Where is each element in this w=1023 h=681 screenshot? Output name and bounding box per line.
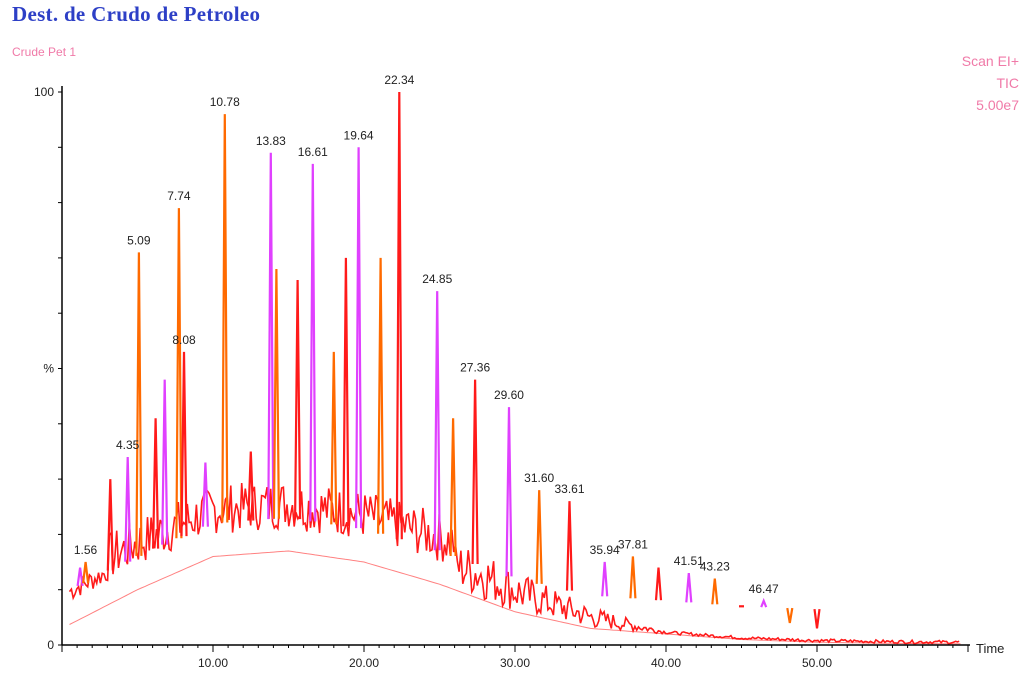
peak xyxy=(82,561,90,584)
chart-title: Dest. de Crudo de Petroleo xyxy=(12,2,261,26)
scan-info: Scan EI+ TIC 5.00e7 xyxy=(962,50,1019,116)
peak-label: 22.34 xyxy=(384,73,414,87)
peak-label: 46.47 xyxy=(749,582,779,596)
peak xyxy=(449,418,457,557)
y-tick-label: 100 xyxy=(34,85,54,99)
trace-type: TIC xyxy=(996,75,1019,91)
peak xyxy=(175,208,183,539)
x-tick-label: 50.00 xyxy=(802,656,832,670)
peak xyxy=(124,456,132,562)
peak xyxy=(565,501,574,591)
peak xyxy=(760,597,768,608)
peak xyxy=(601,561,609,597)
peak xyxy=(247,451,255,521)
peak xyxy=(395,91,403,540)
peak xyxy=(654,567,663,601)
peak xyxy=(272,268,280,519)
peak xyxy=(267,152,275,520)
peak xyxy=(505,407,513,577)
peak-labels: 1.56 4.35 5.09 7.74 8.08 10.78 13.83 16.61 19.64… xyxy=(74,73,779,596)
peak-label: 1.56 xyxy=(74,543,98,557)
peak-label: 8.08 xyxy=(172,333,196,347)
peak xyxy=(180,351,188,537)
peak-label: 31.60 xyxy=(524,471,554,485)
peak-label: 16.61 xyxy=(298,145,328,159)
x-axis-label: Time xyxy=(976,641,1004,656)
peak-label: 43.23 xyxy=(700,560,730,574)
peak xyxy=(135,252,143,556)
peak xyxy=(685,573,693,603)
peak xyxy=(813,608,821,629)
peak xyxy=(535,490,543,584)
peak xyxy=(342,257,350,527)
peak xyxy=(355,147,363,529)
sample-name: Crude Pet 1 xyxy=(12,45,77,59)
peak xyxy=(161,379,169,545)
tic-noise xyxy=(68,482,960,645)
peak-label: 27.36 xyxy=(460,361,490,375)
peak xyxy=(106,479,114,571)
peak xyxy=(309,163,317,522)
peak xyxy=(221,114,229,523)
x-tick-label: 40.00 xyxy=(651,656,681,670)
peak-label: 29.60 xyxy=(494,388,524,402)
peak xyxy=(76,567,84,587)
peak-label: 35.94 xyxy=(590,543,620,557)
peak xyxy=(786,607,794,624)
axes: 10.00 20.00 30.00 40.00 50.00 Time 0% 100 xyxy=(34,85,1004,670)
scan-mode: Scan EI+ xyxy=(961,53,1019,69)
peak xyxy=(201,462,209,527)
peak-label: 41.51 xyxy=(674,554,704,568)
peak-label: 5.09 xyxy=(127,233,151,247)
x-tick-label: 10.00 xyxy=(198,656,228,670)
peak-label: 13.83 xyxy=(256,134,286,148)
peak xyxy=(294,279,302,520)
peak-label: 37.81 xyxy=(618,538,648,552)
x-tick-label: 20.00 xyxy=(349,656,379,670)
x-tick-label: 30.00 xyxy=(500,656,530,670)
peak xyxy=(377,257,385,534)
peak-label: 33.61 xyxy=(554,482,584,496)
peak xyxy=(152,418,160,549)
peak xyxy=(711,578,719,605)
peak-label: 7.74 xyxy=(167,189,191,203)
peak-label: 4.35 xyxy=(116,438,140,452)
peak-series xyxy=(76,91,821,629)
peak xyxy=(629,556,637,599)
y-tick-label: % xyxy=(43,362,54,376)
peak-label: 24.85 xyxy=(422,272,452,286)
peak xyxy=(433,291,441,551)
peak-label: 19.64 xyxy=(344,128,374,142)
y-tick-label: 0 xyxy=(47,638,54,652)
peak xyxy=(471,379,479,565)
tic-trace xyxy=(68,482,961,645)
peak-label: 10.78 xyxy=(210,95,240,109)
peak xyxy=(330,351,338,525)
intensity-scale: 5.00e7 xyxy=(976,97,1019,113)
